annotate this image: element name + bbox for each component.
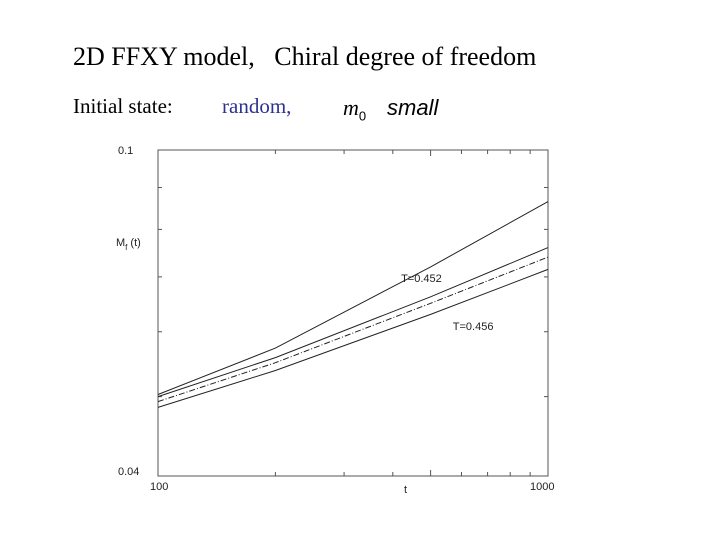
y-axis-label-sub: f xyxy=(125,243,128,252)
x-axis-label: t xyxy=(404,484,407,496)
y-axis-label-arg: (t) xyxy=(130,237,140,249)
y-tick-label-top: 0.1 xyxy=(118,145,133,157)
annotations: T=0.452 T=0.456 xyxy=(401,273,493,333)
annotation-1: T=0.456 xyxy=(453,321,494,333)
m0-subscript: 0 xyxy=(358,108,367,124)
x-tick-label-0: 100 xyxy=(150,481,168,493)
y-tick-label-bottom: 0.04 xyxy=(118,466,139,478)
series-line-1 xyxy=(157,247,549,398)
y-axis-label-main: M xyxy=(116,237,125,249)
plot-frame xyxy=(157,149,549,477)
x-tick-label-1: 1000 xyxy=(530,481,554,493)
slide-title: 2D FFXY model, Chiral degree of freedom xyxy=(73,42,537,71)
initial-state-value: random, xyxy=(222,94,292,118)
series-line-0 xyxy=(157,201,549,395)
annotation-0: T=0.452 xyxy=(401,273,442,285)
series-line-3 xyxy=(157,268,549,408)
m0-description: small xyxy=(387,95,439,120)
m0-letter: m xyxy=(343,95,359,120)
series-group xyxy=(157,201,549,408)
initial-state-label: Initial state: xyxy=(73,94,173,118)
y-axis-label: Mf (t) xyxy=(116,237,141,252)
m0-symbol: m0 xyxy=(343,95,366,123)
axis-ticks xyxy=(158,150,548,476)
series-line-2 xyxy=(157,256,549,403)
